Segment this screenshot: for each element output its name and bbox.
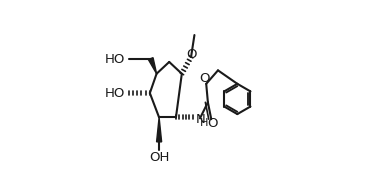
Text: OH: OH (149, 151, 169, 164)
Polygon shape (157, 117, 161, 142)
Text: N: N (196, 114, 206, 127)
Polygon shape (148, 58, 157, 74)
Text: HO: HO (104, 87, 125, 100)
Text: O: O (187, 48, 197, 61)
Text: O: O (199, 72, 210, 85)
Text: HO: HO (104, 53, 125, 66)
Text: O: O (207, 117, 217, 130)
Text: H: H (200, 117, 209, 128)
